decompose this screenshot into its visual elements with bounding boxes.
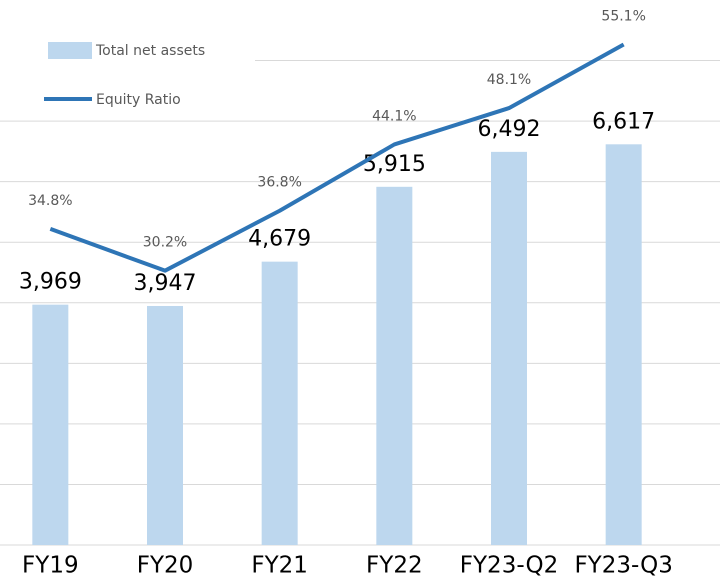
bar — [261, 261, 298, 545]
x-tick-label: FY19 — [22, 553, 79, 579]
bar-value-label: 3,969 — [19, 270, 82, 295]
line-value-label: 48.1% — [487, 72, 531, 88]
x-tick-label: FY20 — [137, 553, 194, 579]
bar-value-label: 3,947 — [134, 271, 197, 296]
line-value-label: 30.2% — [143, 235, 187, 251]
bar — [491, 151, 527, 545]
line-value-label: 55.1% — [601, 9, 645, 25]
bar — [147, 305, 183, 545]
line — [49, 42, 625, 273]
x-tick-label: FY23-Q3 — [574, 553, 672, 579]
x-tick-label: FY22 — [366, 553, 423, 579]
line-value-label: 44.1% — [372, 108, 416, 124]
line-value-label: 34.8% — [28, 193, 72, 209]
legend-bg — [0, 0, 255, 112]
bar — [32, 304, 69, 545]
legend-label: Equity Ratio — [96, 92, 181, 108]
legend-swatch — [48, 42, 92, 59]
line-value-label: 36.8% — [257, 175, 301, 191]
x-tick-label: FY23-Q2 — [460, 553, 558, 579]
legend-label: Total net assets — [95, 43, 205, 59]
bar-value-label: 6,617 — [592, 109, 655, 134]
x-tick-label: FY21 — [251, 553, 308, 579]
bar — [605, 144, 642, 545]
bar-value-label: 4,679 — [248, 227, 311, 252]
bar-value-label: 6,492 — [478, 117, 541, 142]
bar — [376, 186, 413, 545]
